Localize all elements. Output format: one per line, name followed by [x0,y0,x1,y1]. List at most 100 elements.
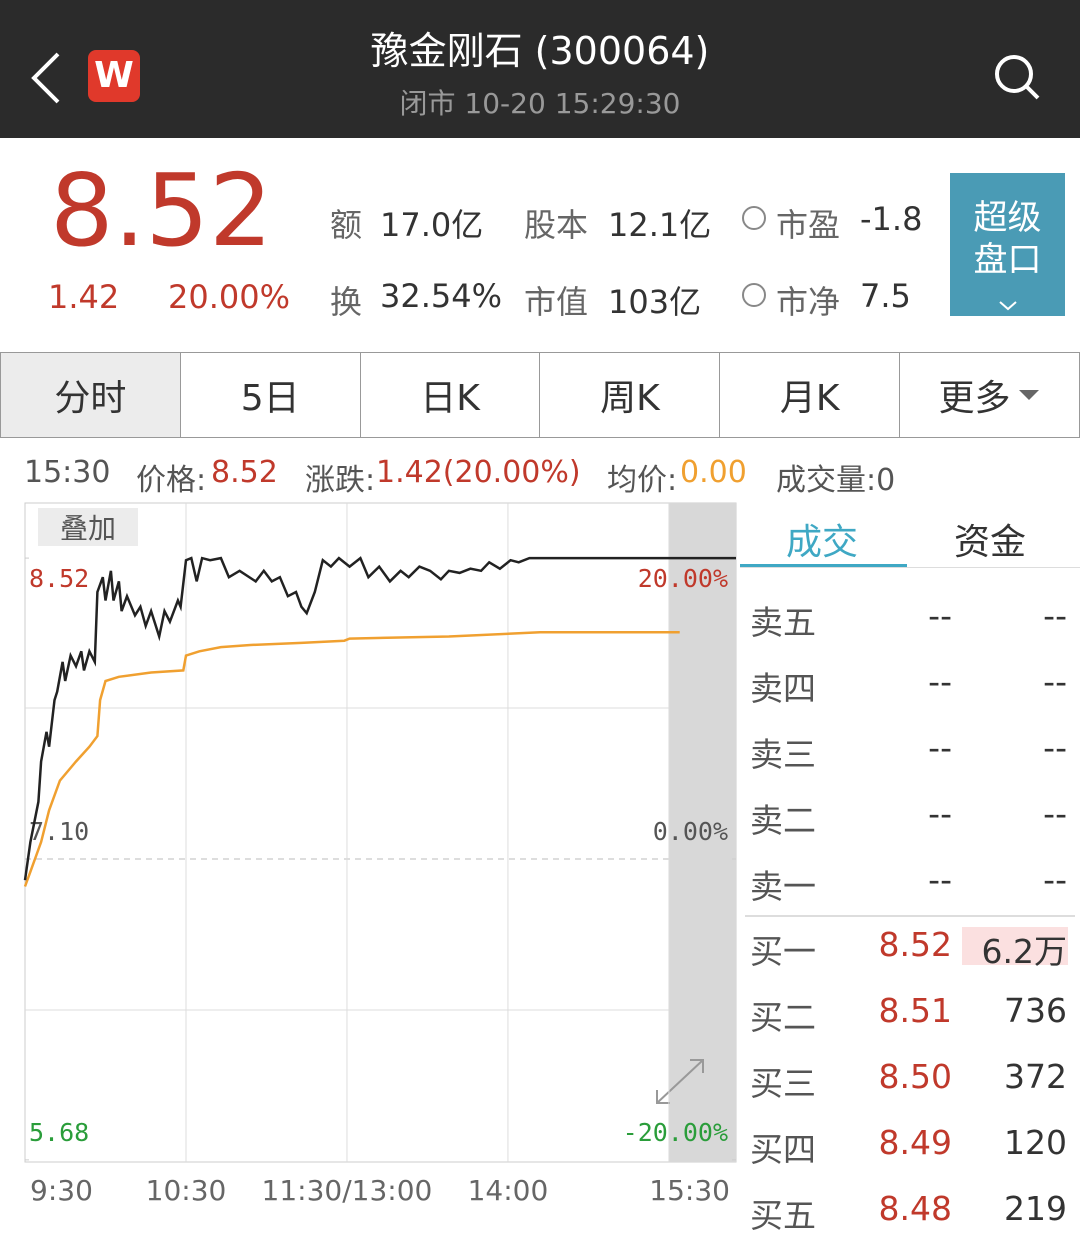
side-label: 买五 [750,1196,816,1235]
book-price: -- [928,860,952,899]
book-volume: -- [1043,662,1067,701]
book-volume: 736 [1004,991,1067,1030]
tab-label: 更多 [938,378,1011,419]
book-volume: -- [1043,794,1067,833]
header: W 豫金刚石 (300064) 闭市 10-20 15:29:30 [0,0,1080,138]
button-line: 超级 [973,198,1042,238]
book-volume: 6.2万 [981,932,1067,971]
info-icon [742,283,766,307]
book-volume: -- [1043,596,1067,635]
stat-value: -1.8 [860,200,923,238]
series-line [23,556,736,881]
tab-underline [740,564,907,568]
search-icon[interactable] [992,52,1042,102]
x-tick-label: 14:00 [468,1174,549,1207]
y-tick-label: 7.10 [29,817,89,846]
side-label: 买四 [750,1130,816,1169]
tab[interactable]: 更多 [900,353,1079,437]
info-change-label: 涨跌: [305,463,376,498]
change-pct: 20.00% [168,278,291,316]
stat-value: 32.54% [380,277,503,315]
tab[interactable]: 周K [540,353,721,437]
info-price-label: 价格: [136,463,207,498]
chevron [998,301,1017,311]
info-change: 1.42(20.00%) [376,455,581,490]
title: 豫金刚石 (300064) [370,29,710,73]
side-label: 买一 [750,932,816,971]
book-volume: 219 [1004,1189,1067,1228]
side-label: 卖四 [750,669,816,708]
change: 1.42 [48,278,120,316]
book-tab[interactable]: 成交 [785,522,858,563]
stat-value: 7.5 [860,277,911,315]
overlay-button[interactable] [38,508,138,546]
side-label: 卖三 [750,735,816,774]
book-divider [745,915,1075,917]
side-label: 卖一 [750,867,816,906]
book-tab[interactable]: 资金 [953,522,1026,563]
side-label: 买二 [750,998,816,1037]
after-hours-shade [669,503,736,1162]
side-label: 卖五 [750,603,816,642]
tab[interactable]: 5日 [181,353,361,437]
book-volume: -- [1043,860,1067,899]
book-volume: 120 [1004,1123,1067,1162]
stat-label: 股本 [524,206,589,244]
book-volume: 372 [1004,1057,1067,1096]
info-avg: 0.00 [680,455,747,490]
series-line [23,631,680,887]
tab-label: 日K [420,378,480,419]
book-price: -- [928,794,952,833]
tab-label: 分时 [54,378,127,419]
side-label: 卖二 [750,801,816,840]
book-price: 8.49 [878,1123,952,1162]
highlight [962,927,1068,965]
stat-label: 市值 [524,283,589,321]
back-icon[interactable] [28,50,68,106]
stat-value: 103亿 [608,283,702,321]
book-price: 8.51 [878,991,952,1030]
overlay-label: 叠加 [60,512,116,545]
info-price: 8.52 [211,455,278,490]
stat-label: 市盈 [776,206,841,244]
info-avg-label: 均价: [607,463,678,498]
x-tick-label: 15:30 [649,1174,730,1207]
tab-label: 周K [600,378,660,419]
y2-tick-label: 0.00% [653,817,728,846]
tab-divider [740,567,1080,568]
dropdown-icon [1018,390,1039,400]
tab-label: 月K [779,378,840,419]
stat-label: 换 [330,283,363,321]
y2-tick-label: 20.00% [638,564,728,593]
stat-label: 市净 [776,283,841,321]
info-icon [742,206,766,230]
x-tick-label: 9:30 [30,1174,93,1207]
book-volume: -- [1043,728,1067,767]
book-price: -- [928,728,952,767]
x-tick-label: 11:30/13:00 [262,1174,433,1207]
stat-label: 额 [330,206,363,244]
y2-tick-label: -20.00% [623,1118,728,1147]
book-price: 8.52 [878,925,952,964]
super-button[interactable]: 超级 盘口 [950,173,1065,316]
side-label: 买三 [750,1064,816,1103]
tab-label: 5日 [240,378,300,419]
book-price: 8.48 [878,1189,952,1228]
book-price: 8.50 [878,1057,952,1096]
tab[interactable]: 日K [361,353,541,437]
y-tick-label: 8.52 [29,564,89,593]
subtitle: 闭市 10-20 15:29:30 [399,87,681,120]
tab[interactable]: 月K [720,353,901,437]
stat-value: 12.1亿 [608,206,712,244]
info-time: 15:30 [24,455,111,490]
chart: 叠加 8.52 7.10 5.68 20.00% 0.00% -20.00% 9:30 10:… [23,502,737,1207]
tab-bar: 分时 5日 日K 周K 月K 更多 [0,352,1080,438]
y-tick-label: 5.68 [29,1118,89,1147]
book-price: -- [928,596,952,635]
stat-value: 17.0亿 [380,206,484,244]
chart-frame [24,502,737,1163]
app-icon[interactable]: W [88,50,140,102]
tab[interactable]: 分时 [1,353,181,437]
info-volume: 成交量:0 [776,463,896,498]
expand-icon[interactable] [656,1059,704,1104]
